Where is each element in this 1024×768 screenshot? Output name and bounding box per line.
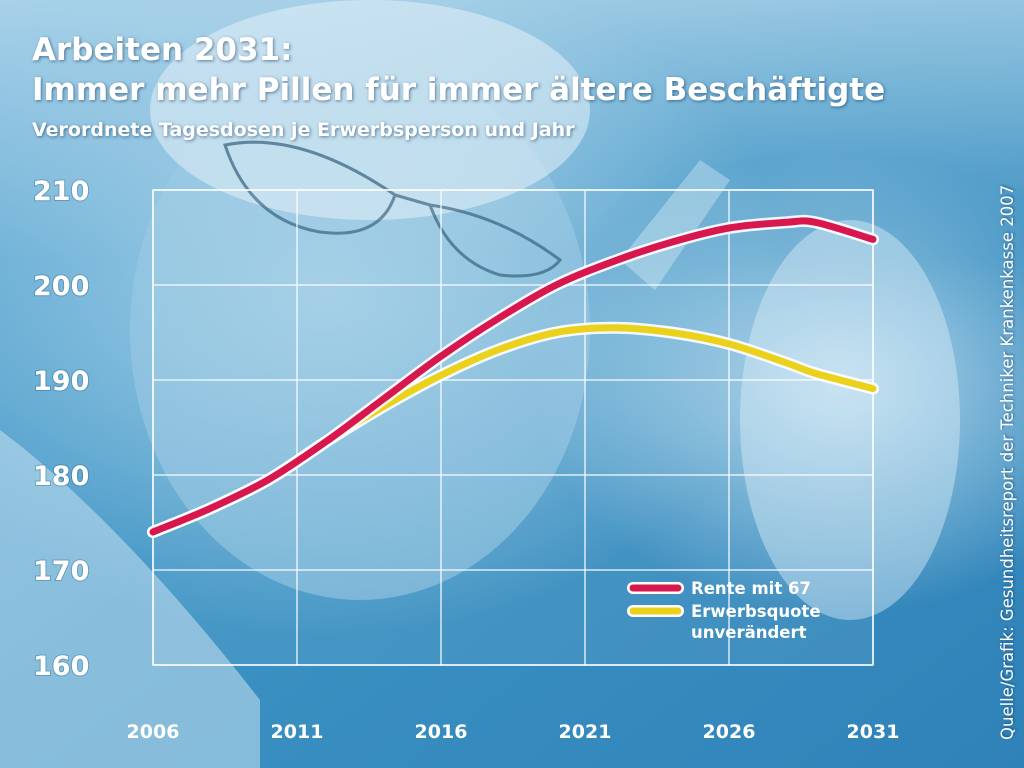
- chart-legend: Rente mit 67 Erwerbsquote unverändert: [627, 579, 821, 642]
- chart-series: [147, 214, 879, 538]
- plot-frame: [152, 189, 874, 666]
- x-tick-label: 2021: [559, 721, 612, 743]
- y-tick-label: 160: [33, 651, 89, 682]
- x-tick-label: 2031: [847, 721, 900, 743]
- x-tick-label: 2006: [127, 721, 180, 743]
- legend-label: Erwerbsquote: [691, 602, 821, 621]
- coat-shape: [0, 430, 260, 768]
- y-tick-label: 180: [33, 461, 89, 492]
- y-tick-label: 200: [33, 271, 89, 302]
- glasses-shape: [223, 140, 563, 278]
- chart-grid: [152, 189, 874, 666]
- x-tick-label: 2016: [415, 721, 468, 743]
- x-tick-label: 2011: [271, 721, 324, 743]
- source-credit: Quelle/Grafik: Gesundheitsreport der Tec…: [998, 184, 1017, 740]
- test-tube-shape: [620, 160, 730, 290]
- y-tick-label: 170: [33, 556, 89, 587]
- hand-shape: [740, 220, 960, 620]
- y-tick-label: 190: [33, 366, 89, 397]
- x-tick-label: 2026: [703, 721, 756, 743]
- y-axis-ticks: 160 170 180 190 200 210: [32, 175, 90, 683]
- chart-subtitle: Verordnete Tagesdosen je Erwerbsperson u…: [32, 119, 575, 141]
- series-line-rente-mit-67: [149, 217, 877, 536]
- chart-title-line-2: Immer mehr Pillen für immer ältere Besch…: [32, 72, 886, 108]
- legend-label: Rente mit 67: [691, 579, 811, 598]
- hair-shape: [150, 0, 590, 220]
- legend-label: unverändert: [691, 623, 807, 642]
- y-tick-label: 210: [33, 176, 89, 207]
- x-axis-ticks: 2006 2011 2016 2021 2026 2031: [127, 721, 900, 743]
- chart-title-line-1: Arbeiten 2031:: [32, 32, 293, 68]
